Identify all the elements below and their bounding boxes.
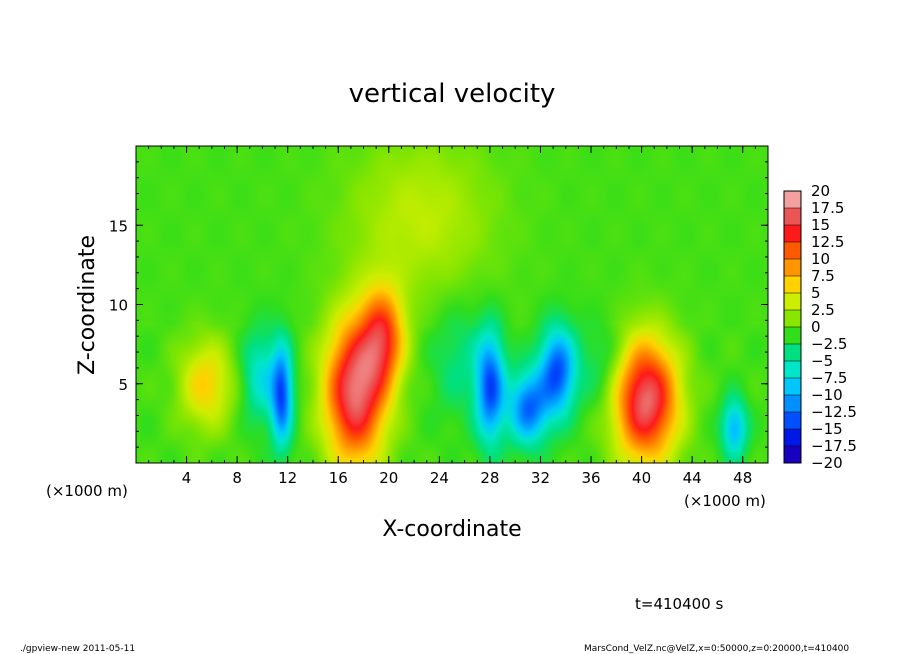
x-unit-left: (×1000 m) <box>46 482 128 500</box>
colorbar-label: 17.5 <box>811 199 844 217</box>
colorbar-segment <box>784 293 801 311</box>
chart-title: vertical velocity <box>349 79 556 109</box>
time-label: t=410400 s <box>635 595 723 613</box>
colorbar-label: −10 <box>811 386 843 404</box>
colorbar-segment <box>784 446 801 464</box>
colorbar-segment <box>784 208 801 226</box>
colorbar-segment <box>784 276 801 294</box>
heatmap-field <box>136 146 768 463</box>
colorbar-label: 5 <box>811 284 821 302</box>
colorbar-segment <box>784 259 801 277</box>
colorbar-label: 2.5 <box>811 301 835 319</box>
x-tick-label: 28 <box>480 469 499 487</box>
colorbar-segment <box>784 327 801 345</box>
colorbar-label: 20 <box>811 182 830 200</box>
colorbar-segment <box>784 378 801 396</box>
colorbar: 2017.51512.5107.552.50−2.5−5−7.5−10−12.5… <box>783 182 857 472</box>
colorbar-label: 15 <box>811 216 830 234</box>
x-tick-label: 40 <box>632 469 651 487</box>
footer-right: MarsCond_VelZ.nc@VelZ,x=0:50000,z=0:2000… <box>584 644 849 654</box>
colorbar-label: 0 <box>811 318 821 336</box>
colorbar-label: −17.5 <box>811 437 857 455</box>
colorbar-segment <box>784 395 801 413</box>
colorbar-segment <box>784 310 801 328</box>
x-tick-label: 32 <box>531 469 550 487</box>
x-tick-label: 8 <box>232 469 242 487</box>
x-tick-label: 24 <box>430 469 449 487</box>
x-tick-label: 12 <box>278 469 297 487</box>
y-tick-label: 10 <box>109 297 128 315</box>
colorbar-segment <box>784 242 801 260</box>
y-tick-label: 15 <box>109 217 128 235</box>
x-axis-label: X-coordinate <box>382 517 521 542</box>
colorbar-label: 10 <box>811 250 830 268</box>
x-tick-label: 44 <box>683 469 702 487</box>
x-tick-label: 16 <box>329 469 348 487</box>
y-axis-ticks: 5 10 15 <box>109 161 768 448</box>
x-tick-label: 4 <box>182 469 192 487</box>
y-tick-label: 5 <box>118 376 128 394</box>
x-tick-label: 36 <box>581 469 600 487</box>
colorbar-label: −15 <box>811 420 843 438</box>
colorbar-segment <box>784 191 801 209</box>
colorbar-segment <box>784 344 801 362</box>
x-tick-label: 20 <box>379 469 398 487</box>
colorbar-label: −20 <box>811 454 843 472</box>
colorbar-label: −12.5 <box>811 403 857 421</box>
colorbar-segment <box>784 429 801 447</box>
colorbar-segment <box>784 361 801 379</box>
colorbar-label: 12.5 <box>811 233 844 251</box>
colorbar-label: −7.5 <box>811 369 847 387</box>
footer-left: ./gpview-new 2011-05-11 <box>20 644 135 654</box>
colorbar-label: −2.5 <box>811 335 847 353</box>
x-tick-label: 48 <box>733 469 752 487</box>
y-axis-label: Z-coordinate <box>75 235 100 375</box>
colorbar-label: −5 <box>811 352 833 370</box>
colorbar-segment <box>784 412 801 430</box>
x-unit-right: (×1000 m) <box>684 492 766 510</box>
x-axis-ticks: 4 8 12 16 20 24 28 32 36 40 44 48 <box>135 146 769 487</box>
colorbar-label: 7.5 <box>811 267 835 285</box>
colorbar-segment <box>784 225 801 243</box>
heatmap-plot-area <box>135 145 769 464</box>
